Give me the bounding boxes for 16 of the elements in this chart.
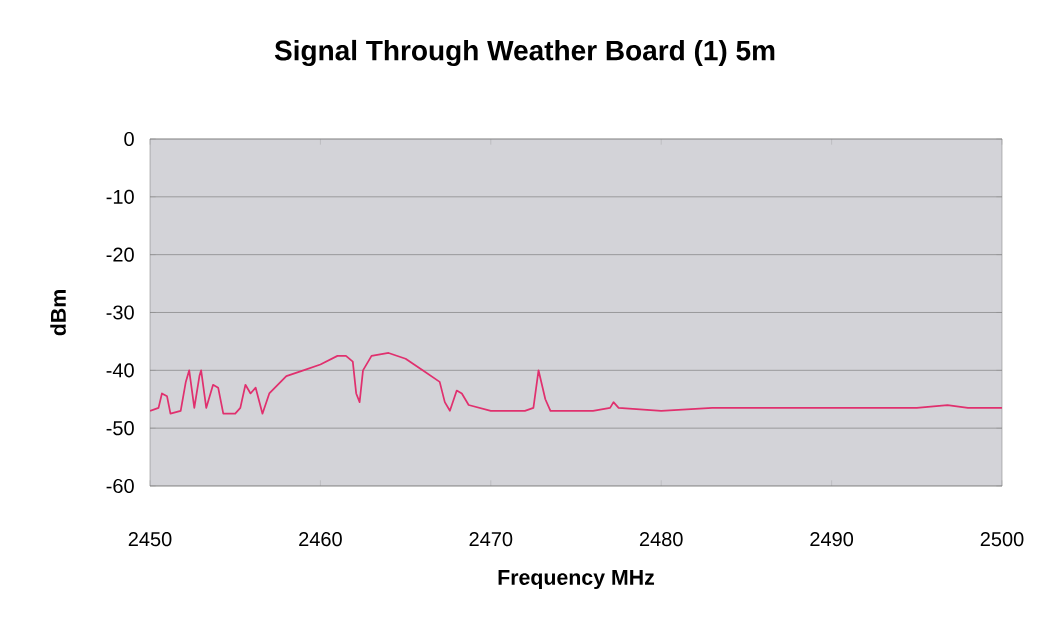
x-tick-label: 2450 [128,532,172,547]
y-tick-label: -30 [106,305,134,320]
x-tick-label: 2470 [469,532,513,547]
y-tick-label: -60 [106,478,134,494]
x-tick-label: 2460 [299,532,342,547]
y-tick-label: -10 [106,189,134,204]
x-tick-label: 2480 [639,532,683,547]
y-tick-label: -50 [106,421,134,436]
y-tick-label: 0 [124,131,134,147]
y-tick-label: -40 [106,363,134,378]
chart-title: Signal Through Weather Board (1) 5m [274,39,775,67]
y-tick-label: -20 [106,247,134,262]
y-axis-title: dBm [50,290,66,336]
x-tick-label: 2490 [810,532,854,547]
x-axis-title: Frequency MHz [498,570,655,590]
x-tick-label: 2500 [980,532,1024,547]
